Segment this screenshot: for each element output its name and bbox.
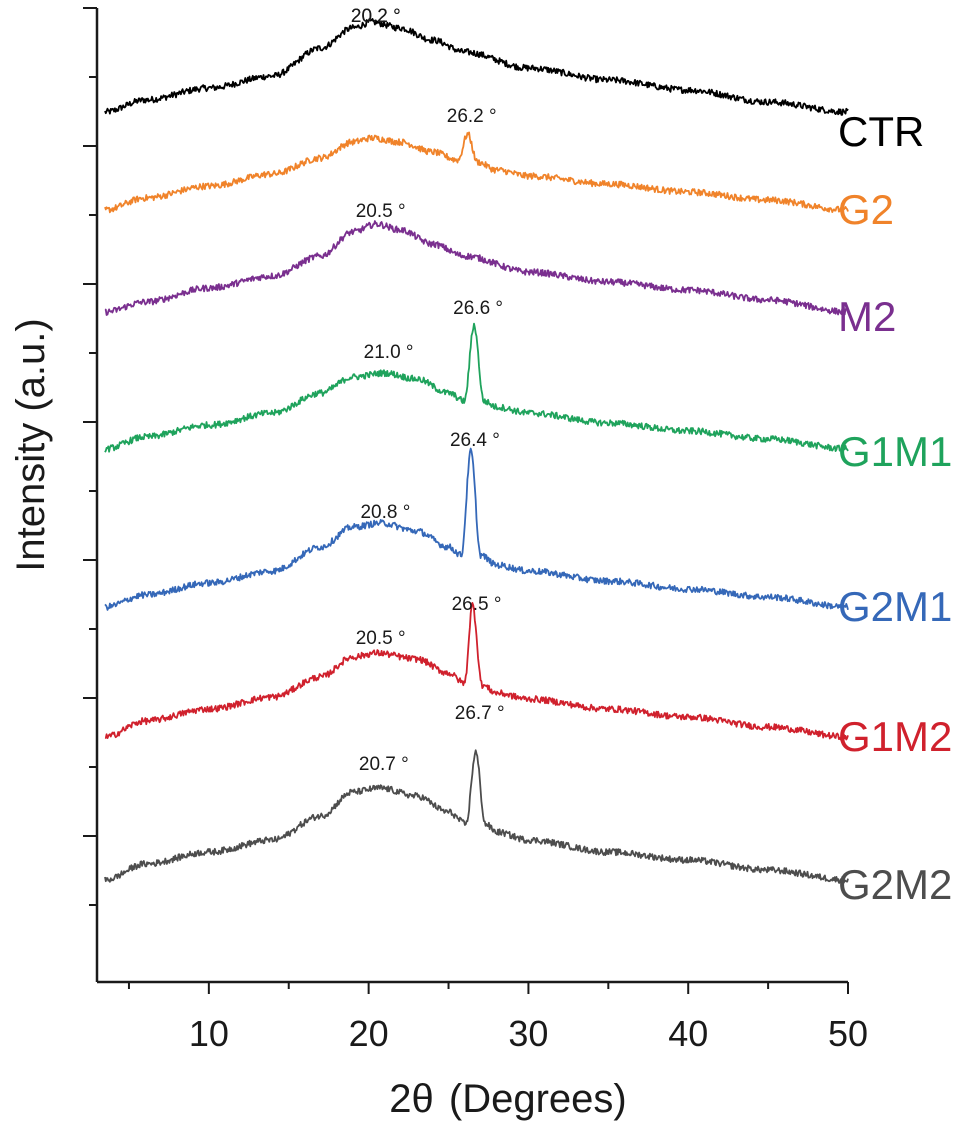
x-tick-label: 40 [668,1013,708,1054]
peak-label-m2: 20.5 ° [356,201,406,222]
peak-label-g2m1: 26.4 ° [450,430,500,451]
x-tick-label: 30 [508,1013,548,1054]
x-ticks: 10 20 30 40 50 [127,982,868,1054]
x-tick-label: 10 [189,1013,229,1054]
trace-g2m2 [104,749,849,884]
x-tick-label: 50 [828,1013,868,1054]
series-label-g2m2: G2M2 [838,861,952,908]
series-label-g2: G2 [838,186,894,233]
traces [104,18,849,884]
y-axis-title: Intensity (a.u.) [9,318,53,571]
trace-g1m1 [104,322,849,453]
peak-label-g1m2: 20.5 ° [356,628,406,649]
y-ticks [83,7,97,906]
trace-ctr [104,18,849,116]
peak-label-g1m2: 26.5 ° [452,594,502,615]
peak-label-g2m1: 20.8 ° [360,502,410,523]
series-label-g2m1: G2M1 [838,583,952,630]
peak-labels: 20.2 °20.2 °26.2 °20.5 °21.0 °26.6 °20.8… [351,6,505,775]
trace-g2m1 [104,447,849,611]
trace-g2 [104,131,849,214]
x-axis-title: 2θ (Degrees) [389,1077,626,1121]
trace-m2 [104,220,849,316]
peak-label-ctr: 20.2 ° [351,6,401,27]
series-label-g1m1: G1M1 [838,428,952,475]
axes: 10 20 30 40 50 [83,7,868,1054]
x-axis-title-unit: (Degrees) [449,1077,627,1121]
series-label-ctr: CTR [838,108,924,155]
x-axis-title-symbol: 2θ [389,1077,434,1121]
peak-label-g2: 20.2 ° [351,6,401,27]
x-tick-label: 20 [349,1013,389,1054]
series-label-g1m2: G1M2 [838,713,952,760]
peak-label-g2m2: 20.7 ° [359,754,409,775]
peak-label-g2: 26.2 ° [447,106,497,127]
series-label-m2: M2 [838,293,896,340]
trace-g1m2 [104,602,849,741]
peak-label-g1m1: 21.0 ° [364,342,414,363]
peak-label-g2m2: 26.7 ° [455,703,505,724]
peak-label-g1m1: 26.6 ° [453,298,503,319]
